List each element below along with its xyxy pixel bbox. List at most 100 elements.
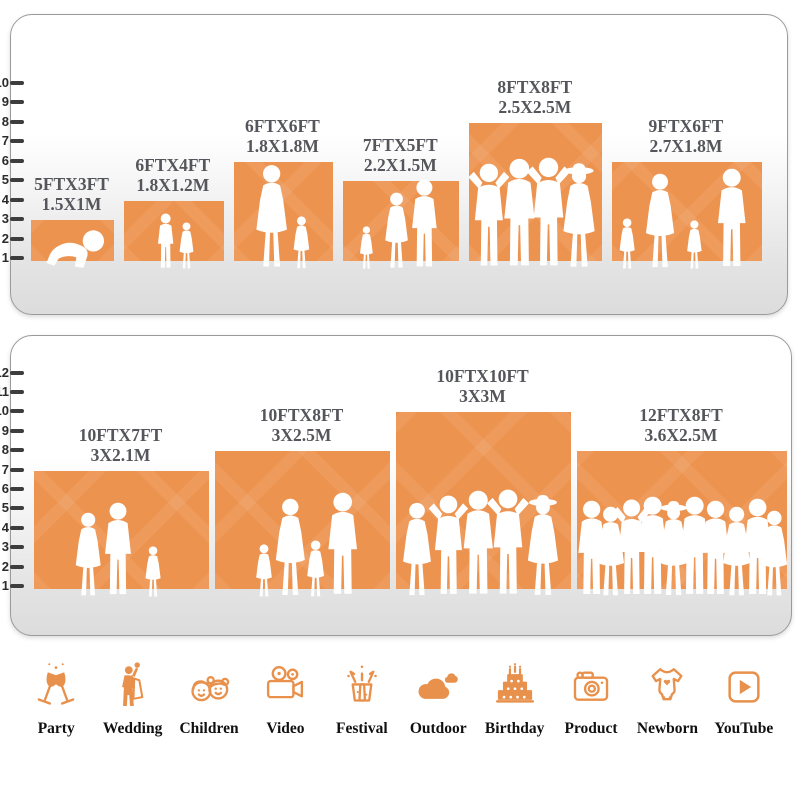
ruler-number: 3 bbox=[1, 539, 9, 555]
people-silhouette-mother-with-toddler bbox=[255, 165, 309, 269]
ruler-tick bbox=[10, 448, 24, 453]
ruler-tick bbox=[10, 467, 24, 472]
category-video: Video bbox=[247, 658, 323, 738]
category-label: Outdoor bbox=[409, 720, 467, 737]
ruler-tick bbox=[10, 390, 24, 394]
bar-size-label: 10FTX7FT 3X2.1M bbox=[79, 425, 163, 465]
bar-size-text: 6FTX6FT bbox=[244, 115, 320, 136]
category-youtube: YouTube bbox=[706, 658, 782, 738]
backdrop-bar-7ftx5ft bbox=[343, 179, 460, 269]
bar-size-label: 10FTX10FT 3X3M bbox=[436, 366, 528, 406]
bar-size-text: 9FTX6FT bbox=[648, 115, 724, 136]
backdrop-bar-10ftx8ft bbox=[215, 451, 390, 597]
ruler-number: 11 bbox=[0, 384, 9, 399]
ruler-number: 7 bbox=[1, 461, 9, 477]
backdrop-bar-12ftx8ft bbox=[577, 451, 788, 596]
birthday-icon bbox=[495, 663, 534, 703]
bar-size-text: 10FTX8FT bbox=[259, 405, 344, 426]
bar-size-text: 8FTX8FT bbox=[497, 76, 573, 97]
ruler-number: 4 bbox=[1, 519, 9, 535]
product-icon bbox=[573, 671, 609, 701]
children-icon bbox=[181, 658, 237, 716]
bar-size-label: 5FTX3FT 1.5X1M bbox=[34, 174, 109, 214]
ruler-tick bbox=[10, 236, 24, 241]
ruler-tick bbox=[10, 564, 24, 569]
ruler-number: 6 bbox=[1, 481, 9, 496]
category-birthday: Birthday bbox=[476, 658, 552, 738]
category-outdoor: Outdoor bbox=[400, 658, 476, 738]
bar-size-label: 12FTX8FT 3.6X2.5M bbox=[639, 405, 723, 445]
wedding-icon bbox=[121, 662, 144, 706]
bar-size-text: 6FTX4FT bbox=[135, 154, 211, 175]
ruler-number: 8 bbox=[1, 442, 9, 458]
category-label: Party bbox=[37, 720, 75, 737]
people-silhouette-couple-with-girl bbox=[75, 502, 161, 597]
bar-size-label: 8FTX8FT 2.5X2.5M bbox=[497, 77, 572, 117]
ruler-tick bbox=[10, 256, 24, 260]
ruler-number: 8 bbox=[1, 113, 9, 129]
backdrop-bar-5ftx3ft bbox=[31, 220, 114, 268]
outdoor-icon bbox=[418, 673, 459, 699]
ruler-tick bbox=[10, 370, 24, 375]
video-icon bbox=[257, 658, 313, 716]
ruler-tick bbox=[10, 487, 24, 491]
wedding-icon bbox=[105, 658, 161, 716]
party-icon bbox=[37, 663, 75, 705]
ruler-tick bbox=[10, 545, 24, 550]
category-wedding: Wedding bbox=[94, 658, 170, 738]
festival-icon bbox=[334, 658, 390, 716]
bar-metric-text: 3X2.5M bbox=[271, 425, 332, 446]
ruler-tick bbox=[10, 158, 24, 163]
bar-size-text: 12FTX8FT bbox=[639, 405, 723, 426]
backdrop-bar-10ftx7ft bbox=[34, 470, 209, 597]
backdrop-bar-6ftx6ft bbox=[233, 161, 334, 269]
category-label: Product bbox=[564, 720, 618, 737]
ruler-tick bbox=[10, 197, 24, 202]
bar-size-text: 10FTX7FT bbox=[78, 424, 163, 445]
category-product: Product bbox=[553, 658, 629, 738]
bar-size-label: 7FTX5FT 2.2X1.5M bbox=[363, 135, 438, 175]
ruler-tick bbox=[10, 525, 24, 530]
category-label: Festival bbox=[336, 720, 388, 737]
ruler-number: 2 bbox=[1, 558, 9, 574]
ruler-number: 1 bbox=[1, 250, 9, 265]
bar-metric-text: 1.5X1M bbox=[41, 194, 102, 214]
ruler-number: 5 bbox=[1, 500, 9, 516]
people-silhouette-large-group bbox=[578, 496, 788, 596]
children-icon bbox=[191, 676, 230, 702]
bar-metric-text: 2.7X1.8M bbox=[649, 135, 723, 156]
bar-metric-text: 3X2.1M bbox=[90, 444, 151, 465]
ruler-tick bbox=[10, 119, 24, 124]
ruler-number: 4 bbox=[1, 191, 9, 207]
bar-size-text: 7FTX5FT bbox=[362, 135, 438, 155]
medium-backdrops-panel bbox=[10, 335, 792, 636]
backdrop-bar-8ftx8ft bbox=[468, 122, 603, 267]
bar-size-text: 10FTX10FT bbox=[436, 366, 529, 387]
people-silhouette-toddler-woman-man bbox=[360, 179, 437, 269]
ruler-tick bbox=[10, 100, 24, 104]
newborn-icon bbox=[639, 658, 695, 716]
video-icon bbox=[267, 665, 304, 699]
bar-size-label: 10FTX8FT 3X2.5M bbox=[260, 405, 344, 445]
bar-metric-text: 3X3M bbox=[459, 386, 506, 407]
youtube-icon bbox=[728, 671, 760, 703]
birthday-icon bbox=[487, 658, 543, 716]
category-label: Wedding bbox=[102, 720, 163, 737]
category-newborn: Newborn bbox=[629, 658, 705, 738]
bar-metric-text: 1.8X1.2M bbox=[136, 174, 210, 195]
people-silhouette-boy-and-girl bbox=[158, 213, 194, 269]
bar-metric-text: 2.5X2.5M bbox=[498, 96, 572, 117]
youtube-icon bbox=[716, 658, 772, 716]
ruler-number: 1 bbox=[1, 578, 9, 593]
bar-size-text: 5FTX3FT bbox=[34, 174, 109, 194]
ruler-number: 12 bbox=[0, 364, 9, 380]
category-label: YouTube bbox=[714, 720, 774, 737]
category-label: Birthday bbox=[484, 720, 545, 737]
ruler-tick bbox=[10, 584, 24, 588]
category-row: Party Wedding Children Video Festival Ou… bbox=[18, 658, 782, 738]
small-backdrops-panel bbox=[10, 14, 788, 315]
ruler-tick bbox=[10, 428, 24, 433]
ruler-number: 10 bbox=[0, 74, 9, 90]
category-label: Children bbox=[179, 720, 239, 737]
